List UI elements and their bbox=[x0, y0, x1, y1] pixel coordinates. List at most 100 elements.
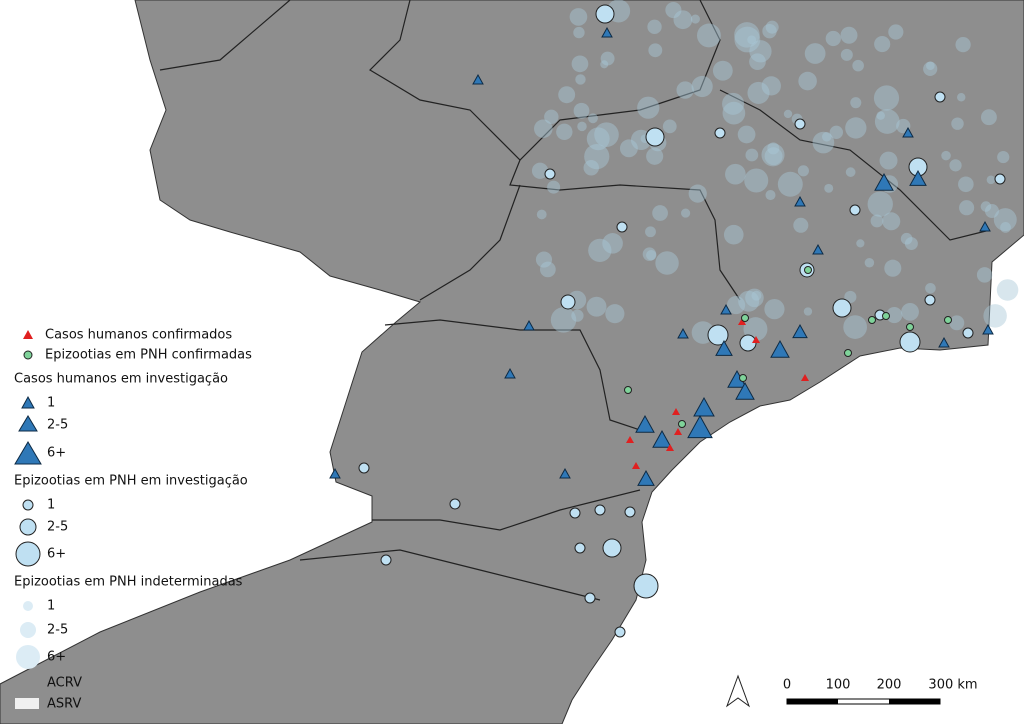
undetermined-marker bbox=[761, 76, 781, 96]
undetermined-marker bbox=[762, 23, 777, 39]
legend-label: 6+ bbox=[47, 547, 66, 562]
legend-label: 2-5 bbox=[47, 418, 68, 433]
undetermined-marker bbox=[983, 304, 1007, 328]
human-case-marker bbox=[652, 429, 672, 448]
human-case-marker bbox=[637, 469, 655, 486]
undetermined-marker bbox=[783, 109, 793, 119]
undetermined-marker bbox=[976, 267, 993, 283]
undetermined-marker bbox=[1000, 222, 1011, 233]
undetermined-marker bbox=[646, 250, 657, 261]
legend-symbol bbox=[14, 441, 42, 465]
undetermined-marker bbox=[797, 165, 809, 177]
investigation-marker bbox=[380, 554, 392, 566]
investigation-marker bbox=[595, 4, 615, 24]
undetermined-marker bbox=[688, 184, 707, 203]
human-case-marker bbox=[523, 319, 535, 331]
undetermined-marker bbox=[884, 259, 902, 277]
undetermined-marker bbox=[602, 233, 623, 254]
undetermined-marker bbox=[556, 123, 573, 140]
undetermined-marker bbox=[751, 290, 762, 301]
legend-label: ACRV bbox=[47, 676, 82, 691]
legend-label: 2-5 bbox=[47, 520, 68, 535]
human-case-marker bbox=[794, 195, 806, 207]
human-case-marker bbox=[770, 339, 790, 358]
undetermined-marker bbox=[575, 74, 586, 85]
confirmed-case-marker bbox=[632, 462, 640, 469]
legend-symbol bbox=[23, 601, 33, 611]
investigation-marker bbox=[358, 462, 370, 474]
investigation-marker bbox=[899, 331, 921, 353]
undetermined-marker bbox=[642, 247, 657, 261]
human-case-marker bbox=[677, 327, 689, 339]
undetermined-marker bbox=[747, 35, 757, 45]
confirmed-epizootic-marker bbox=[624, 386, 632, 394]
undetermined-marker bbox=[540, 261, 556, 278]
legend-label: 6+ bbox=[47, 650, 66, 665]
scale-label: 100 bbox=[826, 678, 851, 693]
undetermined-marker bbox=[536, 209, 547, 220]
undetermined-marker bbox=[856, 239, 865, 248]
investigation-marker bbox=[544, 168, 556, 180]
legend-symbol bbox=[15, 677, 39, 688]
investigation-marker bbox=[962, 327, 974, 339]
undetermined-marker bbox=[619, 139, 638, 158]
confirmed-case-marker bbox=[801, 374, 809, 381]
confirmed-epizootic-marker bbox=[739, 374, 747, 382]
undetermined-marker bbox=[544, 109, 559, 125]
undetermined-marker bbox=[637, 96, 660, 119]
undetermined-marker bbox=[879, 151, 898, 170]
investigation-marker bbox=[633, 573, 659, 599]
investigation-marker bbox=[849, 204, 861, 216]
undetermined-marker bbox=[955, 36, 971, 53]
undetermined-marker bbox=[531, 162, 549, 179]
undetermined-marker bbox=[577, 121, 587, 132]
confirmed-case-marker bbox=[666, 444, 674, 451]
confirmed-case-marker bbox=[738, 318, 746, 325]
human-case-marker bbox=[874, 172, 894, 191]
undetermined-marker bbox=[870, 214, 884, 228]
undetermined-marker bbox=[726, 295, 746, 315]
undetermined-marker bbox=[765, 20, 779, 34]
investigation-marker bbox=[994, 173, 1006, 185]
undetermined-marker bbox=[734, 22, 760, 48]
undetermined-marker bbox=[867, 191, 893, 217]
legend: Casos humanos confirmados Epizootias em … bbox=[14, 328, 252, 712]
undetermined-marker bbox=[764, 147, 783, 166]
confirmed-epizootic-marker bbox=[741, 314, 749, 322]
undetermined-marker bbox=[583, 160, 599, 176]
undetermined-marker bbox=[886, 307, 903, 324]
undetermined-marker bbox=[764, 299, 785, 320]
undetermined-marker bbox=[923, 61, 938, 76]
undetermined-marker bbox=[876, 111, 885, 120]
undetermined-marker bbox=[767, 142, 780, 155]
scale-bar: 0 100 200 300 km bbox=[725, 674, 978, 708]
confirmed-epizootic-marker bbox=[906, 323, 914, 331]
undetermined-marker bbox=[744, 168, 769, 193]
undetermined-marker bbox=[761, 143, 785, 167]
legend-symbol bbox=[19, 518, 37, 536]
undetermined-marker bbox=[980, 109, 997, 126]
legend-label: 1 bbox=[47, 599, 55, 614]
undetermined-marker bbox=[600, 51, 615, 66]
confirmed-case-marker bbox=[672, 408, 680, 415]
undetermined-marker bbox=[535, 251, 553, 268]
undetermined-marker bbox=[821, 132, 832, 142]
markers bbox=[329, 0, 1019, 638]
undetermined-marker bbox=[850, 97, 862, 109]
undetermined-marker bbox=[957, 93, 966, 102]
undetermined-marker bbox=[558, 86, 576, 104]
undetermined-marker bbox=[997, 150, 1010, 164]
undetermined-marker bbox=[845, 117, 867, 139]
legend-label: ASRV bbox=[47, 697, 81, 712]
legend-symbol bbox=[16, 645, 40, 669]
legend-label: 6+ bbox=[47, 446, 66, 461]
undetermined-marker bbox=[803, 307, 813, 316]
undetermined-marker bbox=[824, 183, 834, 193]
undetermined-marker bbox=[986, 175, 996, 185]
investigation-marker bbox=[614, 626, 626, 638]
undetermined-marker bbox=[959, 200, 975, 216]
undetermined-marker bbox=[904, 237, 918, 251]
undetermined-marker bbox=[864, 257, 875, 268]
human-case-marker bbox=[812, 243, 824, 255]
